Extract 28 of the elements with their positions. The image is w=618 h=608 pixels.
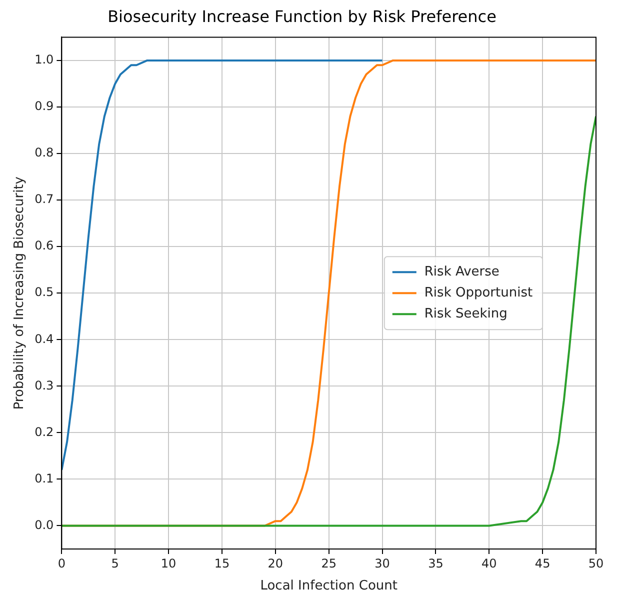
y-tick-label: 0.6 xyxy=(34,238,54,253)
y-tick-label: 0.2 xyxy=(34,424,54,439)
legend-label: Risk Opportunist xyxy=(424,285,533,300)
x-tick-label: 10 xyxy=(160,556,176,570)
x-tick-label: 15 xyxy=(214,556,230,570)
x-tick-label: 25 xyxy=(321,556,336,570)
y-tick-label: 0.3 xyxy=(34,378,54,392)
y-tick-label: 0.5 xyxy=(34,285,54,300)
legend-label: Risk Seeking xyxy=(424,306,508,322)
x-tick-label: 50 xyxy=(588,556,604,570)
x-tick-label: 20 xyxy=(268,556,284,570)
y-tick-label: 0.9 xyxy=(34,99,54,114)
y-tick-label: 0.4 xyxy=(34,332,54,346)
x-tick-label: 5 xyxy=(111,556,119,570)
x-tick-label: 45 xyxy=(534,556,550,570)
x-tick-label: 35 xyxy=(428,556,444,570)
y-axis-title: Probability of Increasing Biosecurity xyxy=(12,176,28,410)
y-tick-label: 0.8 xyxy=(34,146,54,160)
y-tick-label: 0.1 xyxy=(34,471,54,486)
y-tick-label: 0.7 xyxy=(34,192,54,206)
x-tick-label: 30 xyxy=(374,556,390,570)
x-tick-label: 40 xyxy=(481,556,497,570)
x-axis-title: Local Infection Count xyxy=(260,578,398,594)
x-tick-label: 0 xyxy=(58,556,66,570)
y-tick-label: 0.0 xyxy=(34,518,54,532)
chart-title: Biosecurity Increase Function by Risk Preference xyxy=(108,6,496,26)
y-tick-label: 1.0 xyxy=(34,52,54,67)
legend-label: Risk Averse xyxy=(424,264,500,280)
